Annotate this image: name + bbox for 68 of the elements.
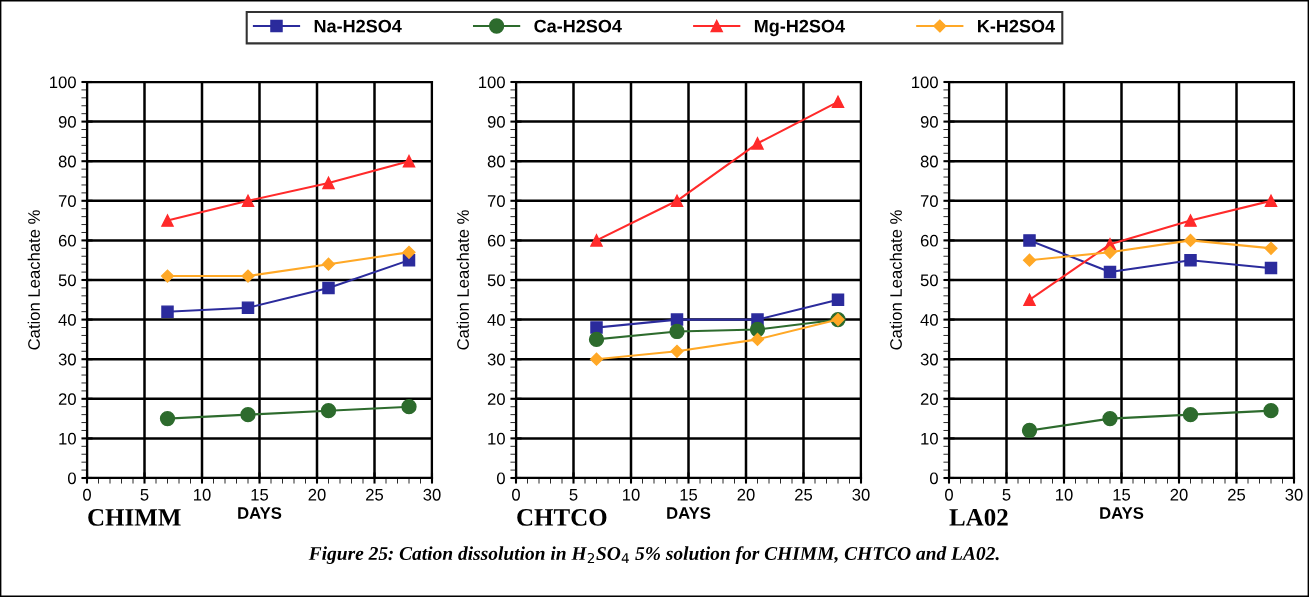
y-tick-label: 20 bbox=[487, 393, 505, 405]
x-tick-label: 10 bbox=[194, 488, 211, 501]
y-tick-label: 100 bbox=[50, 76, 76, 89]
x-tick-label: 25 bbox=[795, 488, 813, 501]
x-tick-label: 30 bbox=[1285, 488, 1303, 501]
x-tick-label: 10 bbox=[623, 488, 640, 501]
x-tick-label: 25 bbox=[366, 488, 384, 501]
caption: Figure 25: Cation dissolution in H$_{2}$SO$_{4}$ 5% solution for CHIMM, CHTCO and LA02. bbox=[308, 546, 999, 564]
y-tick-label: 50 bbox=[920, 274, 938, 287]
y-tick-label: 30 bbox=[920, 353, 938, 366]
y-tick-label: 70 bbox=[58, 195, 76, 207]
y-tick-label: 100 bbox=[912, 76, 938, 89]
y-tick-label: 40 bbox=[58, 314, 76, 326]
y-tick-label: 60 bbox=[920, 234, 938, 247]
x-axis-title: DAYS bbox=[667, 507, 711, 519]
y-tick-label: 0 bbox=[496, 472, 505, 485]
text: LA02 bbox=[949, 508, 1008, 526]
y-tick-label: 70 bbox=[487, 195, 505, 207]
y-axis-title: Cation Leachate % bbox=[27, 210, 40, 350]
x-axis-title: DAYS bbox=[238, 507, 282, 519]
y-tick-label: 0 bbox=[67, 472, 76, 485]
x-tick-label: 10 bbox=[1056, 488, 1073, 501]
text: CHTCO bbox=[517, 509, 607, 526]
y-tick-label: 70 bbox=[920, 195, 938, 207]
y-tick-label: 10 bbox=[488, 432, 505, 445]
y-tick-label: 0 bbox=[929, 472, 938, 485]
y-tick-label: 80 bbox=[920, 155, 938, 168]
y-tick-label: 60 bbox=[58, 234, 76, 247]
y-tick-label: 30 bbox=[58, 353, 76, 366]
x-tick-label: 0 bbox=[83, 488, 91, 501]
x-tick-label: 5 bbox=[1002, 489, 1011, 501]
x-tick-label: 20 bbox=[737, 488, 755, 501]
x-tick-label: 20 bbox=[308, 488, 326, 501]
y-tick-label: 50 bbox=[487, 274, 505, 287]
x-tick-label: 20 bbox=[1170, 488, 1188, 501]
y-tick-label: 80 bbox=[58, 155, 76, 168]
legend-label: K-H2SO4 bbox=[978, 19, 1055, 33]
y-tick-label: 90 bbox=[487, 116, 505, 128]
y-tick-label: 100 bbox=[479, 76, 505, 89]
y-tick-label: 40 bbox=[920, 314, 938, 326]
x-axis-title: DAYS bbox=[1100, 507, 1144, 519]
x-tick-label: 15 bbox=[1113, 489, 1131, 501]
y-tick-label: 30 bbox=[487, 353, 505, 366]
y-tick-label: 80 bbox=[487, 155, 505, 168]
x-tick-label: 5 bbox=[569, 489, 578, 501]
x-tick-label: 15 bbox=[251, 489, 269, 501]
legend-label: Mg-H2SO4 bbox=[754, 19, 845, 37]
x-tick-label: 0 bbox=[945, 488, 953, 501]
x-tick-label: 30 bbox=[852, 488, 870, 501]
legend-label: Na-H2SO4 bbox=[314, 19, 402, 33]
y-tick-label: 60 bbox=[487, 234, 505, 247]
x-tick-label: 25 bbox=[1228, 488, 1246, 501]
y-tick-label: 40 bbox=[487, 314, 505, 326]
x-tick-label: 5 bbox=[140, 489, 149, 501]
y-tick-label: 10 bbox=[921, 432, 938, 445]
y-axis-title: Cation Leachate % bbox=[456, 210, 469, 350]
y-tick-label: 90 bbox=[920, 116, 938, 128]
x-tick-label: 15 bbox=[680, 489, 698, 501]
legend-label: Ca-H2SO4 bbox=[534, 19, 622, 33]
y-tick-label: 10 bbox=[59, 432, 76, 445]
text: CHIMM bbox=[88, 509, 181, 526]
y-tick-label: 20 bbox=[920, 393, 938, 405]
x-tick-label: 0 bbox=[512, 488, 520, 501]
y-tick-label: 20 bbox=[58, 393, 76, 405]
x-tick-label: 30 bbox=[423, 488, 441, 501]
y-axis-title: Cation Leachate % bbox=[889, 210, 902, 350]
y-tick-label: 90 bbox=[58, 116, 76, 128]
y-tick-label: 50 bbox=[58, 274, 76, 287]
